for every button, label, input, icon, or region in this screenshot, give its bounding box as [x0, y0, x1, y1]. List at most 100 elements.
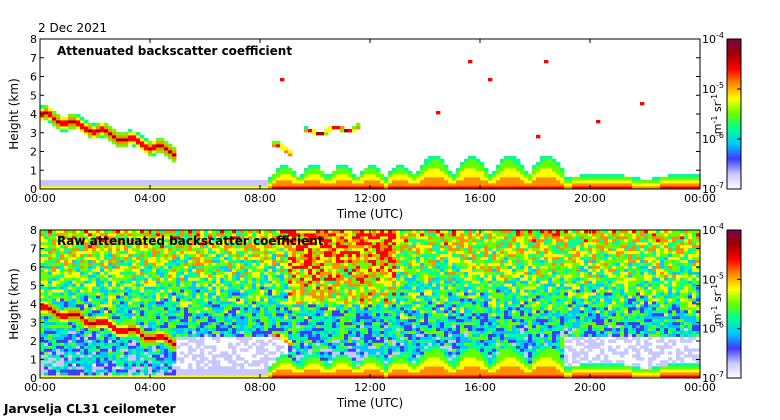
heatmap-cell [268, 235, 273, 240]
heatmap-cell [252, 280, 257, 284]
heatmap-cell [280, 233, 285, 237]
heatmap-cell [96, 132, 101, 136]
heatmap-cell [324, 357, 329, 361]
heatmap-cell [288, 357, 293, 361]
heatmap-cell [216, 253, 221, 258]
heatmap-cell [356, 357, 361, 361]
heatmap-cell [76, 360, 81, 364]
heatmap-cell [228, 327, 233, 332]
heatmap-cell [80, 360, 85, 364]
heatmap-cell [212, 348, 217, 352]
heatmap-cell [232, 230, 237, 234]
heatmap-cell [280, 230, 285, 234]
heatmap-cell [332, 238, 337, 243]
heatmap-cell [100, 132, 105, 136]
heatmap-cell [372, 171, 377, 175]
heatmap-cell [268, 250, 273, 255]
heatmap-cell [96, 241, 101, 246]
heatmap-cell [408, 177, 413, 181]
heatmap-cell [260, 274, 265, 278]
x-tick-label: 00:00 [684, 192, 716, 205]
x-tick-label: 08:00 [244, 192, 276, 205]
heatmap-cell [224, 186, 229, 190]
heatmap-cell [284, 177, 289, 181]
heatmap-cell [140, 235, 145, 240]
heatmap-cell [124, 336, 129, 340]
heatmap-cell [364, 183, 369, 187]
heatmap-cell [444, 165, 449, 169]
heatmap-cell [360, 183, 365, 187]
heatmap-cell [84, 321, 89, 326]
heatmap-cell [48, 357, 53, 361]
heatmap-cell [100, 304, 105, 308]
heatmap-cell [580, 183, 585, 187]
heatmap-cell [212, 336, 217, 340]
heatmap-cell [96, 230, 101, 234]
heatmap-cell [80, 286, 85, 290]
heatmap-cell [268, 277, 273, 281]
heatmap-cell [116, 250, 121, 255]
heatmap-cell [348, 342, 353, 346]
heatmap-cell [88, 309, 93, 314]
heatmap-cell [276, 241, 281, 246]
heatmap-cell [68, 256, 73, 260]
heatmap-cell [232, 280, 237, 284]
heatmap-cell [284, 375, 289, 379]
heatmap-cell [344, 186, 349, 190]
heatmap-cell [240, 286, 245, 290]
heatmap-cell [260, 241, 265, 246]
heatmap-cell [180, 283, 185, 287]
heatmap-cell [336, 186, 341, 190]
heatmap-cell [504, 162, 509, 166]
heatmap-cell [280, 268, 285, 272]
heatmap-cell [576, 186, 581, 190]
heatmap-cell [540, 159, 545, 163]
heatmap-cell [424, 171, 429, 175]
heatmap-cell [100, 360, 105, 364]
heatmap-cell [224, 351, 229, 355]
heatmap-cell [344, 268, 349, 272]
heatmap-cell [44, 241, 49, 246]
heatmap-cell [196, 268, 201, 272]
heatmap-cell [132, 363, 137, 367]
heatmap-cell [332, 180, 337, 184]
heatmap-cell [512, 162, 517, 166]
heatmap-cell [228, 259, 233, 263]
heatmap-cell [348, 183, 353, 187]
heatmap-cell [272, 351, 277, 355]
heatmap-cell [352, 327, 357, 332]
heatmap-cell [304, 315, 309, 320]
heatmap-cell [316, 174, 321, 178]
heatmap-cell [80, 336, 85, 340]
heatmap-cell [348, 289, 353, 293]
heatmap-cell [348, 244, 353, 249]
heatmap-cell [84, 120, 89, 124]
heatmap-cell [352, 280, 357, 284]
heatmap-cell [168, 295, 173, 299]
heatmap-cell [332, 342, 337, 346]
heatmap-cell [92, 372, 97, 376]
heatmap-cell [240, 274, 245, 278]
heatmap-cell [496, 174, 501, 178]
heatmap-cell [356, 268, 361, 272]
heatmap-cell [296, 177, 301, 181]
heatmap-cell [164, 324, 169, 329]
heatmap-cell [48, 241, 53, 246]
heatmap-cell [176, 253, 181, 258]
heatmap-cell [320, 369, 325, 373]
heatmap-cell [516, 168, 521, 172]
heatmap-cell [460, 186, 465, 190]
heatmap-cell [288, 345, 293, 349]
heatmap-cell [120, 360, 125, 364]
heatmap-cell [40, 289, 45, 293]
heatmap-cell [260, 304, 265, 308]
heatmap-cell [204, 183, 209, 187]
heatmap-cell [232, 250, 237, 255]
heatmap-cell [256, 183, 261, 187]
heatmap-cell [96, 333, 101, 337]
heatmap-cell [68, 295, 73, 299]
heatmap-cell [132, 372, 137, 376]
heatmap-cell [164, 354, 169, 358]
heatmap-cell [132, 235, 137, 240]
heatmap-cell [200, 342, 205, 346]
